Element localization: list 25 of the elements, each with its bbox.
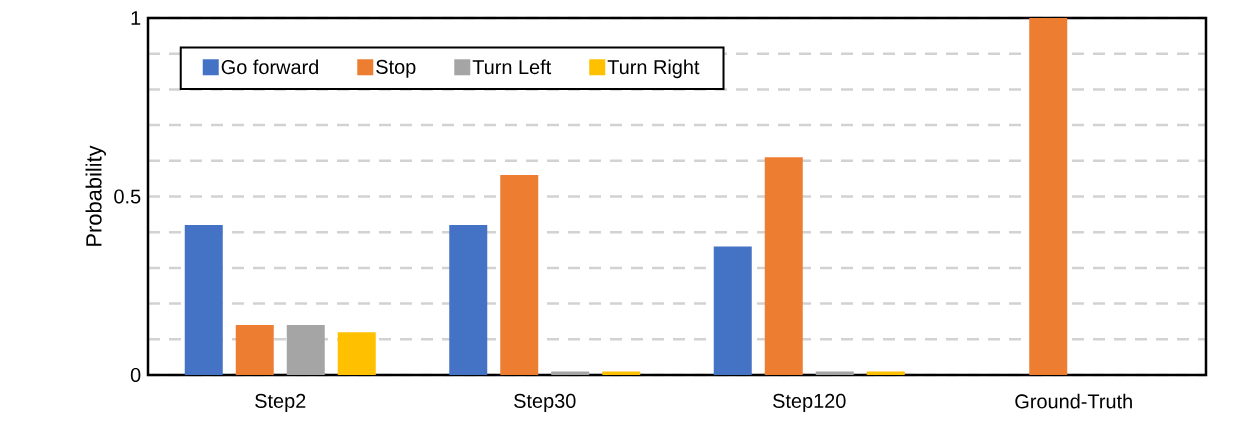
bar: [286, 325, 325, 375]
x-tick-label: Ground-Truth: [1015, 393, 1132, 409]
bar: [500, 175, 539, 375]
bar: [1029, 18, 1068, 375]
bar: [815, 371, 854, 375]
y-tick-label: 0.5: [114, 189, 141, 204]
x-tick-label: Step120: [773, 393, 846, 412]
legend-label: Turn Right: [607, 59, 700, 79]
bar: [713, 246, 752, 375]
bar: [235, 325, 274, 375]
bar: [551, 371, 590, 375]
x-tick-label: Step2: [255, 393, 306, 412]
y-tick-label: 0: [130, 367, 141, 383]
legend-label: Stop: [376, 59, 416, 78]
legend-label: Turn Left: [472, 59, 552, 75]
x-tick-label: Step30: [514, 393, 576, 412]
y-tick-label: 1: [131, 11, 141, 25]
bar: [602, 371, 641, 375]
y-axis-title: Probability: [85, 145, 106, 246]
bar: [337, 332, 376, 375]
bar: [866, 371, 905, 375]
legend-label: Go forward: [221, 59, 318, 75]
bar: [184, 225, 223, 375]
bar: [449, 225, 488, 375]
bar: [764, 157, 803, 375]
